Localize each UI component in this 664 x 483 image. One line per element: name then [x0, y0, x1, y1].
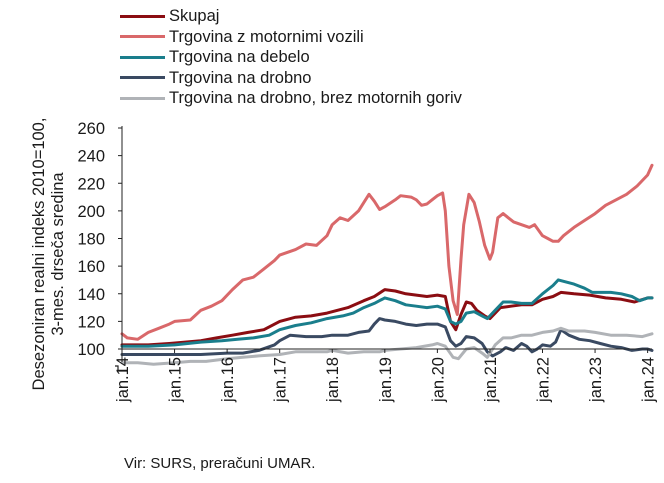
legend-label: Trgovina na drobno — [169, 68, 312, 87]
series-line-trgovina-na-drobno — [120, 317, 654, 358]
y-tick-label: 100 — [77, 341, 105, 359]
legend-label: Skupaj — [169, 7, 220, 26]
legend-label: Trgovina na drobno, brez motornih goriv — [169, 89, 462, 108]
series-line-trgovina-z-motornimi-vozili — [120, 163, 654, 341]
legend-item-trgovina-na-debelo: Trgovina na debelo — [120, 47, 462, 68]
legend-swatch — [120, 14, 165, 18]
legend-swatch — [120, 55, 165, 59]
legend-item-trgovina-na-drobno: Trgovina na drobno — [120, 68, 462, 89]
y-axis-label: Desezoniran realni indeks 2010=100,3-mes… — [30, 118, 67, 391]
series-layer — [120, 163, 654, 366]
legend-label: Trgovina na debelo — [169, 48, 310, 67]
y-axis-label-line: Desezoniran realni indeks 2010=100, — [30, 118, 48, 391]
series-line-trgovina-na-drobno-brez-motornih-goriv — [120, 326, 654, 366]
axis-break-mark — [115, 365, 128, 372]
y-tick-label: 200 — [77, 203, 105, 221]
y-tick-label: 120 — [77, 313, 105, 331]
series-line-trgovina-na-debelo — [120, 278, 654, 348]
x-tick-label: jan.20 — [429, 357, 447, 403]
y-tick-label: 160 — [77, 258, 105, 276]
y-tick-label: 180 — [77, 231, 105, 249]
y-tick-label: 260 — [77, 120, 105, 138]
x-tick-label: jan.15 — [167, 357, 185, 403]
x-tick-label: jan.17 — [272, 357, 290, 403]
x-tick-label: jan.23 — [587, 357, 605, 403]
x-tick-label: jan.18 — [324, 357, 342, 403]
x-tick-label: jan.22 — [534, 357, 552, 403]
legend-swatch — [120, 76, 165, 80]
y-tick-label: 140 — [77, 286, 105, 304]
y-tick-label: 220 — [77, 175, 105, 193]
axes-layer: 100 120 140 160 180 200 220 240 260 jan.14 jan.15 j… — [30, 118, 658, 403]
x-tick-label: jan.16 — [219, 357, 237, 403]
x-tick-label: jan.21 — [482, 357, 500, 403]
x-tick-label: jan.19 — [377, 357, 395, 403]
legend-item-skupaj: Skupaj — [120, 6, 462, 27]
legend-item-trgovina-z-motornimi-vozili: Trgovina z motornimi vozili — [120, 27, 462, 48]
legend-swatch — [120, 96, 165, 100]
legend-item-trgovina-na-drobno-brez-motornih-goriv: Trgovina na drobno, brez motornih goriv — [120, 88, 462, 109]
source-note: Vir: SURS, preračuni UMAR. — [124, 455, 316, 472]
y-axis-label-line: 3-mes. drseča sredina — [49, 172, 67, 336]
y-tick-label: 240 — [77, 148, 105, 166]
legend-label: Trgovina z motornimi vozili — [169, 27, 364, 46]
chart-legend: Skupaj Trgovina z motornimi vozili Trgovin… — [120, 6, 462, 109]
x-tick-label: jan.24 — [640, 357, 658, 403]
x-tick-label: jan.14 — [114, 357, 132, 403]
legend-swatch — [120, 35, 165, 39]
series-line-skupaj — [120, 288, 654, 347]
